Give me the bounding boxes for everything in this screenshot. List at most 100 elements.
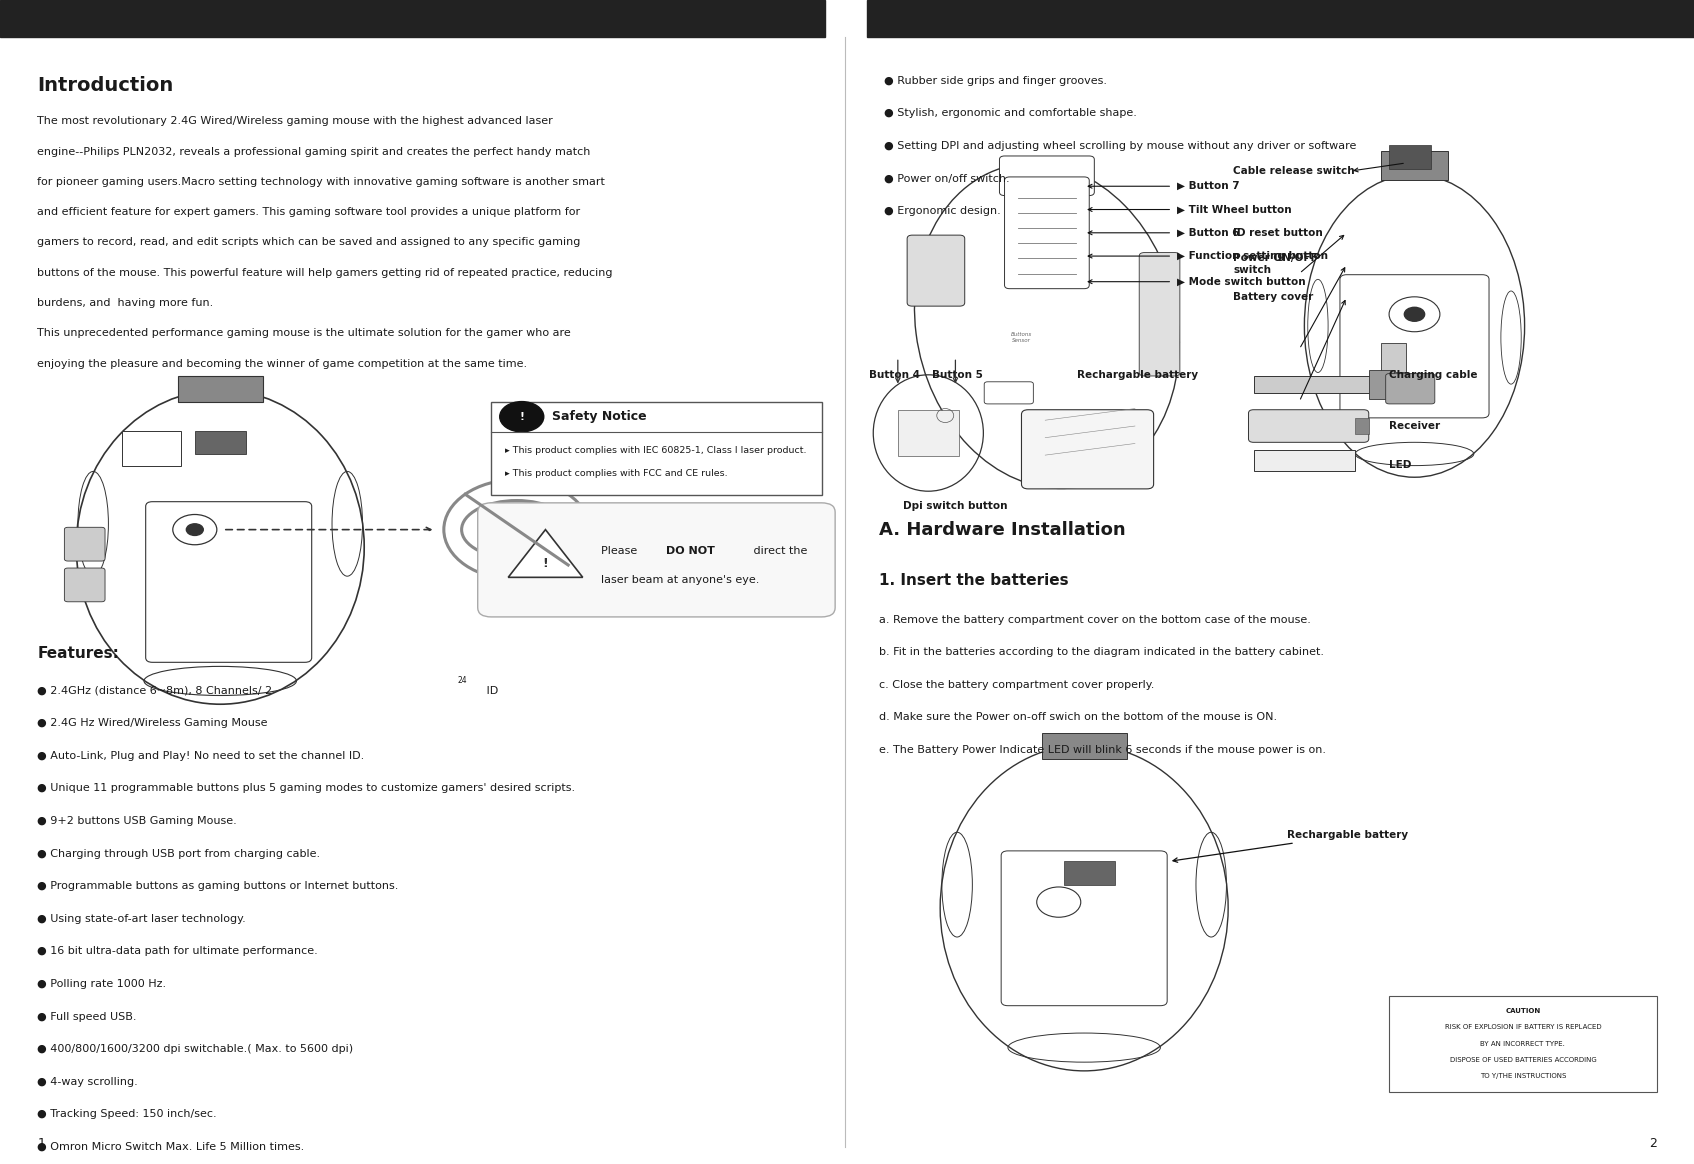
Text: Charging cable: Charging cable xyxy=(1389,370,1477,381)
Text: laser beam at anyone's eye.: laser beam at anyone's eye. xyxy=(601,575,759,585)
Text: Rechargable battery: Rechargable battery xyxy=(1077,370,1199,381)
Text: ▶ Button 7: ▶ Button 7 xyxy=(1177,182,1240,191)
FancyBboxPatch shape xyxy=(1140,253,1179,376)
Text: ● 2.4G Hz Wired/Wireless Gaming Mouse: ● 2.4G Hz Wired/Wireless Gaming Mouse xyxy=(37,718,268,729)
Text: ▶ Tilt Wheel button: ▶ Tilt Wheel button xyxy=(1177,205,1293,214)
FancyBboxPatch shape xyxy=(1340,275,1489,418)
Text: Features:: Features: xyxy=(37,646,119,661)
Text: e. The Battery Power Indicate LED will blink 6 seconds if the mouse power is on.: e. The Battery Power Indicate LED will b… xyxy=(879,745,1326,755)
Text: ● Omron Micro Switch Max. Life 5 Million times.: ● Omron Micro Switch Max. Life 5 Million… xyxy=(37,1142,305,1152)
Text: ● Ergonomic design.: ● Ergonomic design. xyxy=(884,206,1001,217)
Text: DISPOSE OF USED BATTERIES ACCORDING: DISPOSE OF USED BATTERIES ACCORDING xyxy=(1450,1057,1596,1063)
Text: 24: 24 xyxy=(457,676,468,686)
Text: b. Fit in the batteries according to the diagram indicated in the battery cabine: b. Fit in the batteries according to the… xyxy=(879,647,1325,658)
Text: ● 4-way scrolling.: ● 4-way scrolling. xyxy=(37,1077,137,1087)
Text: TO Y/THE INSTRUCTIONS: TO Y/THE INSTRUCTIONS xyxy=(1481,1073,1565,1079)
Text: ● Programmable buttons as gaming buttons or Internet buttons.: ● Programmable buttons as gaming buttons… xyxy=(37,881,398,892)
Text: ● Using state-of-art laser technology.: ● Using state-of-art laser technology. xyxy=(37,914,246,924)
Text: a. Remove the battery compartment cover on the bottom case of the mouse.: a. Remove the battery compartment cover … xyxy=(879,615,1311,625)
Text: and efficient feature for expert gamers. This gaming software tool provides a un: and efficient feature for expert gamers.… xyxy=(37,207,581,218)
Text: Safety Notice: Safety Notice xyxy=(552,410,647,424)
Text: ID reset button: ID reset button xyxy=(1233,228,1323,237)
FancyBboxPatch shape xyxy=(1001,851,1167,1006)
Text: A. Hardware Installation: A. Hardware Installation xyxy=(879,521,1127,539)
Text: ▶ Function setting button: ▶ Function setting button xyxy=(1177,251,1328,261)
Text: buttons of the mouse. This powerful feature will help gamers getting rid of repe: buttons of the mouse. This powerful feat… xyxy=(37,268,613,278)
FancyBboxPatch shape xyxy=(908,235,966,306)
Circle shape xyxy=(500,402,544,432)
Circle shape xyxy=(186,524,203,535)
Text: ▸ This product complies with IEC 60825-1, Class I laser product.: ▸ This product complies with IEC 60825-1… xyxy=(505,446,806,455)
Text: ● Power on/off switch.: ● Power on/off switch. xyxy=(884,173,1010,184)
Bar xyxy=(1381,343,1406,372)
FancyBboxPatch shape xyxy=(491,402,822,495)
Text: 1: 1 xyxy=(37,1137,46,1150)
Bar xyxy=(1369,370,1394,399)
Text: Cable release switch: Cable release switch xyxy=(1233,166,1355,176)
Bar xyxy=(1254,376,1372,393)
FancyBboxPatch shape xyxy=(1248,410,1369,442)
Text: ● Setting DPI and adjusting wheel scrolling by mouse without any driver or softw: ● Setting DPI and adjusting wheel scroll… xyxy=(884,141,1357,151)
Text: d. Make sure the Power on-off swich on the bottom of the mouse is ON.: d. Make sure the Power on-off swich on t… xyxy=(879,712,1277,723)
Text: ● Tracking Speed: 150 inch/sec.: ● Tracking Speed: 150 inch/sec. xyxy=(37,1109,217,1120)
Text: ● 16 bit ultra-data path for ultimate performance.: ● 16 bit ultra-data path for ultimate pe… xyxy=(37,946,318,957)
Text: Button 4: Button 4 xyxy=(869,370,920,381)
Text: for pioneer gaming users.Macro setting technology with innovative gaming softwar: for pioneer gaming users.Macro setting t… xyxy=(37,177,605,187)
Text: ● Auto-Link, Plug and Play! No need to set the channel ID.: ● Auto-Link, Plug and Play! No need to s… xyxy=(37,751,364,761)
Text: RISK OF EXPLOSION IF BATTERY IS REPLACED: RISK OF EXPLOSION IF BATTERY IS REPLACED xyxy=(1445,1024,1601,1030)
Bar xyxy=(178,376,263,402)
FancyBboxPatch shape xyxy=(64,568,105,602)
FancyBboxPatch shape xyxy=(984,382,1033,404)
Text: The most revolutionary 2.4G Wired/Wireless gaming mouse with the highest advance: The most revolutionary 2.4G Wired/Wirele… xyxy=(37,116,552,127)
Text: ▸ This product complies with FCC and CE rules.: ▸ This product complies with FCC and CE … xyxy=(505,469,727,478)
Text: LED: LED xyxy=(1389,460,1411,470)
Text: Buttons
Sensor: Buttons Sensor xyxy=(1011,332,1032,343)
Bar xyxy=(1389,996,1657,1092)
Bar xyxy=(898,410,959,456)
Text: ● Unique 11 programmable buttons plus 5 gaming modes to customize gamers' desire: ● Unique 11 programmable buttons plus 5 … xyxy=(37,783,576,794)
Text: c. Close the battery compartment cover properly.: c. Close the battery compartment cover p… xyxy=(879,680,1155,690)
Bar xyxy=(122,431,181,466)
Bar xyxy=(1389,146,1431,169)
Bar xyxy=(195,431,246,454)
Bar xyxy=(867,0,1694,37)
Text: !: ! xyxy=(542,556,549,570)
Text: ● Full speed USB.: ● Full speed USB. xyxy=(37,1012,137,1022)
FancyBboxPatch shape xyxy=(478,503,835,617)
Text: 2: 2 xyxy=(1648,1137,1657,1150)
Text: Button 5: Button 5 xyxy=(932,370,983,381)
Text: direct the: direct the xyxy=(750,546,808,556)
Bar xyxy=(1042,733,1127,759)
Text: Receiver: Receiver xyxy=(1389,421,1440,432)
Circle shape xyxy=(490,511,544,548)
Text: 1. Insert the batteries: 1. Insert the batteries xyxy=(879,573,1069,588)
Text: ● Stylish, ergonomic and comfortable shape.: ● Stylish, ergonomic and comfortable sha… xyxy=(884,108,1137,119)
Text: DO NOT: DO NOT xyxy=(666,546,715,556)
Text: ● 9+2 buttons USB Gaming Mouse.: ● 9+2 buttons USB Gaming Mouse. xyxy=(37,816,237,826)
Text: gamers to record, read, and edit scripts which can be saved and assigned to any : gamers to record, read, and edit scripts… xyxy=(37,237,581,248)
Text: ● Rubber side grips and finger grooves.: ● Rubber side grips and finger grooves. xyxy=(884,76,1108,86)
Text: Power ON/OFF
switch: Power ON/OFF switch xyxy=(1233,254,1318,275)
Text: BY AN INCORRECT TYPE.: BY AN INCORRECT TYPE. xyxy=(1481,1041,1565,1046)
FancyBboxPatch shape xyxy=(1021,410,1154,489)
Text: Please: Please xyxy=(601,546,640,556)
Text: Dpi switch button: Dpi switch button xyxy=(903,501,1008,511)
Text: burdens, and  having more fun.: burdens, and having more fun. xyxy=(37,298,213,308)
Bar xyxy=(1254,450,1355,471)
Bar xyxy=(1381,151,1448,180)
Text: ● 400/800/1600/3200 dpi switchable.( Max. to 5600 dpi): ● 400/800/1600/3200 dpi switchable.( Max… xyxy=(37,1044,354,1055)
FancyBboxPatch shape xyxy=(999,156,1094,196)
Text: engine--Philips PLN2032, reveals a professional gaming spirit and creates the pe: engine--Philips PLN2032, reveals a profe… xyxy=(37,147,591,157)
Circle shape xyxy=(1404,307,1425,321)
Text: Rechargable battery: Rechargable battery xyxy=(1172,830,1409,863)
Bar xyxy=(0,0,825,37)
Text: enjoying the pleasure and becoming the winner of game competition at the same ti: enjoying the pleasure and becoming the w… xyxy=(37,359,527,369)
FancyBboxPatch shape xyxy=(1386,374,1435,404)
Text: ▶ Button 6: ▶ Button 6 xyxy=(1177,228,1240,237)
Text: ID: ID xyxy=(483,686,498,696)
Text: !: ! xyxy=(520,412,523,421)
Text: Battery cover: Battery cover xyxy=(1233,292,1313,301)
FancyBboxPatch shape xyxy=(1005,177,1089,289)
Text: ▶ Mode switch button: ▶ Mode switch button xyxy=(1177,277,1306,286)
Bar xyxy=(1064,861,1115,885)
